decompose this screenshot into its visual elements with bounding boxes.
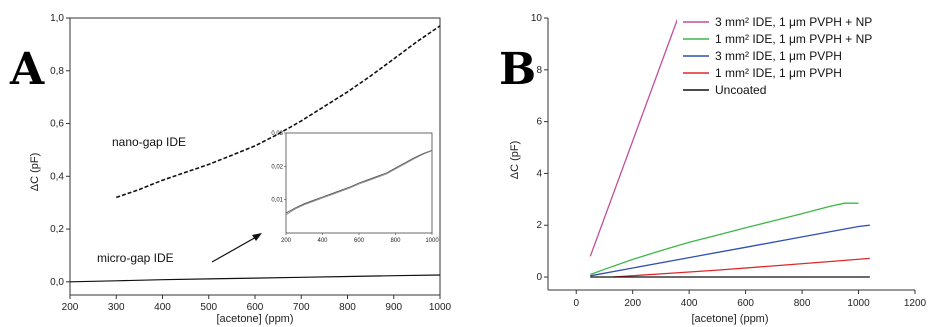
panel-a-xtick-label: 800: [339, 302, 356, 313]
inset-ytick-label: 0,02: [271, 164, 283, 170]
panel-b-ytick-label: 6: [536, 117, 542, 128]
legend-label: 3 mm² IDE, 1 μm PVPH: [715, 49, 842, 63]
panel-b-series-line: [589, 17, 679, 257]
inset-xtick-label: 1000: [425, 238, 439, 244]
panel-b-xtick-label: 0: [573, 298, 579, 309]
panel-a-xtick-label: 900: [385, 302, 402, 313]
panel-b-ytick-label: 10: [531, 13, 543, 24]
panel-b-xtick-label: 800: [794, 298, 811, 309]
panel-a-ytick-label: 0,6: [50, 119, 64, 130]
legend-label: 1 mm² IDE, 1 μm PVPH + NP: [715, 32, 872, 46]
panel-a-ytick-label: 0,2: [50, 224, 64, 235]
inset-ytick-label: 0,01: [271, 198, 283, 204]
panel-b-ylabel: ΔC (pF): [509, 141, 521, 180]
panel-b-ytick-label: 4: [536, 168, 542, 179]
panel-a-xtick-label: 1000: [429, 302, 452, 313]
panel-a-ylabel: ΔC (pF): [29, 153, 41, 192]
panel-b-series-line: [612, 257, 870, 278]
panel-a-xtick-label: 700: [293, 302, 310, 313]
panel-b-chart: B [acetone] (ppm) ΔC (pF) 0 200 400 600 800 1…: [499, 13, 927, 325]
panel-a-xtick-label: 600: [247, 302, 264, 313]
panel-b-series-line: [590, 202, 859, 276]
panel-b-ytick-label: 2: [536, 220, 542, 231]
panel-b-ytick-label: 8: [536, 65, 542, 76]
panel-b-xtick-label: 400: [681, 298, 698, 309]
legend-label: Uncoated: [715, 83, 766, 97]
panel-a-letter: A: [9, 44, 45, 95]
panel-a-xtick-label: 400: [154, 302, 171, 313]
inset-xtick-label: 400: [317, 238, 328, 244]
panel-b-xtick-label: 1000: [847, 298, 870, 309]
panel-a-xtick-label: 500: [200, 302, 217, 313]
legend-label: 3 mm² IDE, 1 μm PVPH + NP: [715, 15, 872, 29]
inset-xtick-label: 200: [281, 238, 292, 244]
panel-b-xlabel: [acetone] (ppm): [691, 313, 768, 325]
inset-ytick-label: 0,03: [271, 131, 283, 137]
panel-b-ytick-label: 0: [536, 272, 542, 283]
panel-a-xtick-label: 200: [62, 302, 79, 313]
inset-series-line: [285, 149, 433, 214]
panel-a-chart: A nano-gap IDE micro-gap IDE [acetone] (…: [9, 13, 452, 325]
nano-gap-annotation: nano-gap IDE: [112, 135, 186, 149]
panel-b-xtick-label: 600: [737, 298, 754, 309]
inset-xtick-label: 600: [354, 238, 365, 244]
micro-gap-annotation: micro-gap IDE: [97, 251, 174, 265]
panel-a-ytick-label: 1,0: [50, 13, 64, 24]
panel-a-ytick-label: 0,0: [50, 277, 64, 288]
panel-b-letter: B: [499, 44, 536, 95]
panel-a-series-line: [116, 25, 441, 199]
inset-arrow-head: [252, 233, 262, 241]
panel-b-xtick-label: 200: [624, 298, 641, 309]
panel-a-series-line: [69, 274, 441, 283]
panel-b-series-line: [590, 224, 870, 277]
inset-xtick-label: 800: [390, 238, 401, 244]
panel-a-ytick-label: 0,8: [50, 66, 64, 77]
panel-a-xlabel: [acetone] (ppm): [216, 313, 293, 325]
legend-background: [677, 15, 913, 102]
panel-a-ytick-label: 0,4: [50, 171, 64, 182]
inset-arrow: [211, 235, 259, 263]
legend-label: 1 mm² IDE, 1 μm PVPH: [715, 66, 842, 80]
inset-series-line: [285, 150, 433, 216]
panel-b-xtick-label: 1200: [904, 298, 927, 309]
panel-a-xtick-label: 300: [108, 302, 125, 313]
